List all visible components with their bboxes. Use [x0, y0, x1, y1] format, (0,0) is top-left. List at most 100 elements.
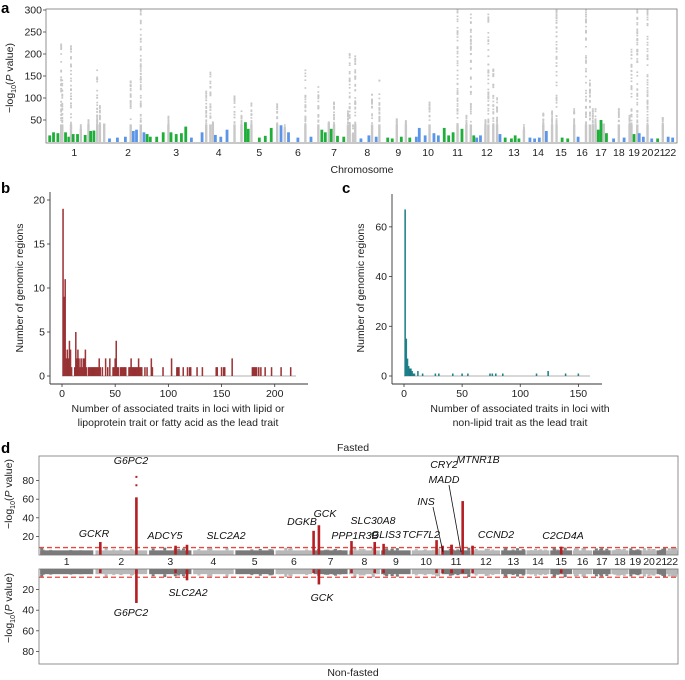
panel-a-peak — [465, 114, 468, 142]
histogram-bar — [144, 367, 146, 376]
panel-a-peak — [61, 79, 64, 142]
block-ragged — [390, 548, 394, 551]
peak-point — [139, 13, 142, 16]
peak-point — [129, 84, 132, 86]
top-frame — [38, 455, 679, 556]
panel-a-peak — [71, 134, 75, 142]
hit-bar — [461, 501, 464, 555]
block-ragged — [250, 549, 254, 551]
histogram-bar — [75, 332, 77, 376]
peak-point — [354, 103, 357, 106]
chromosome-block-bottom — [501, 569, 526, 577]
panel-a-peak — [209, 71, 212, 142]
peak-point — [205, 99, 208, 102]
peak-point — [205, 110, 208, 113]
peak-point — [96, 101, 99, 104]
peak-top-point — [573, 108, 576, 110]
nonfasted-gene-label: GCK — [311, 592, 335, 604]
peak-base — [628, 124, 631, 142]
histogram-bar — [85, 367, 88, 376]
panel-b-x-label-line1: Number of associated traits in loci with… — [71, 403, 285, 415]
peak-point — [209, 82, 212, 85]
peak-bar — [576, 136, 580, 142]
block-ragged — [332, 549, 336, 551]
hit-bar-bottom-stub — [350, 569, 353, 574]
peak-point — [589, 90, 591, 92]
peak-point — [617, 120, 620, 122]
peak-top-point — [484, 119, 487, 121]
peak-point — [456, 112, 459, 115]
peak-point — [348, 95, 351, 98]
peak-point — [636, 110, 639, 112]
nonfasted-gene-label: SLC2A2 — [168, 587, 207, 599]
panel-a-peak — [287, 132, 290, 142]
block-ragged — [652, 549, 656, 551]
panel-a-peak — [135, 129, 138, 142]
fasted-gene-label: SLC30A8 — [351, 515, 396, 527]
bar-highlight — [97, 367, 98, 376]
panel-c-x-label-line2: non-lipid trait as the lead trait — [453, 417, 588, 429]
histogram-bar — [404, 209, 406, 376]
panel-a-peak — [263, 135, 267, 142]
peak-point — [555, 11, 558, 14]
bar-highlight — [413, 373, 414, 376]
panel-a-peak — [161, 132, 165, 142]
peak-point — [630, 65, 633, 68]
peak-point — [304, 105, 307, 108]
peak-point — [378, 116, 381, 119]
peak-point — [594, 115, 597, 118]
panel-a-peak — [95, 69, 99, 142]
chromosome-block-bottom — [348, 569, 380, 578]
panel-a-peak — [472, 135, 476, 142]
peak-point — [233, 121, 236, 123]
panel-a-peak — [131, 131, 135, 142]
bar-highlight — [260, 367, 262, 376]
peak-point — [591, 117, 594, 120]
peak-point — [70, 102, 72, 105]
peak-point — [573, 123, 576, 125]
peak-point — [636, 98, 639, 100]
peak-point — [347, 122, 349, 124]
peak-bar — [309, 136, 313, 142]
panel-c-x-label-line1: Number of associated traits in loci with — [430, 403, 609, 415]
panel-a-peak — [336, 135, 339, 142]
block — [629, 569, 642, 575]
block-ragged — [151, 548, 155, 551]
peak-top-point — [205, 90, 208, 93]
bar-highlight — [94, 367, 96, 376]
chromosome-label: 13 — [508, 556, 520, 568]
panel-d-top-y-label: −log10(P value) — [3, 459, 17, 529]
peak-point — [630, 63, 633, 66]
block-ragged — [326, 574, 330, 575]
peak-base — [209, 124, 212, 142]
peak-point — [628, 122, 631, 125]
hit-bar — [450, 544, 453, 555]
peak-point — [469, 46, 472, 48]
peak-point — [233, 111, 236, 113]
peak-bar — [184, 126, 188, 142]
histogram-bar — [264, 367, 266, 376]
peak-point — [60, 109, 63, 112]
peak-point — [354, 57, 357, 60]
histogram-bar — [502, 373, 504, 376]
peak-point — [630, 87, 633, 90]
histogram-bar — [117, 367, 120, 376]
fasted-hit — [373, 541, 377, 574]
panel-a-peak — [142, 132, 146, 142]
peak-point — [139, 105, 142, 108]
histogram-bar — [409, 368, 411, 376]
peak-point — [487, 17, 490, 20]
peak-point — [205, 95, 208, 98]
peak-point — [428, 115, 431, 118]
histogram-bar — [253, 367, 256, 376]
peak-point — [139, 119, 142, 122]
peak-point — [129, 103, 132, 106]
peak-point — [469, 76, 472, 78]
block-ragged — [395, 548, 399, 551]
histogram-bar — [93, 367, 95, 376]
peak-point — [589, 99, 591, 102]
peak-point — [354, 71, 357, 73]
peak-bar — [386, 137, 390, 142]
peak-point — [60, 69, 63, 72]
